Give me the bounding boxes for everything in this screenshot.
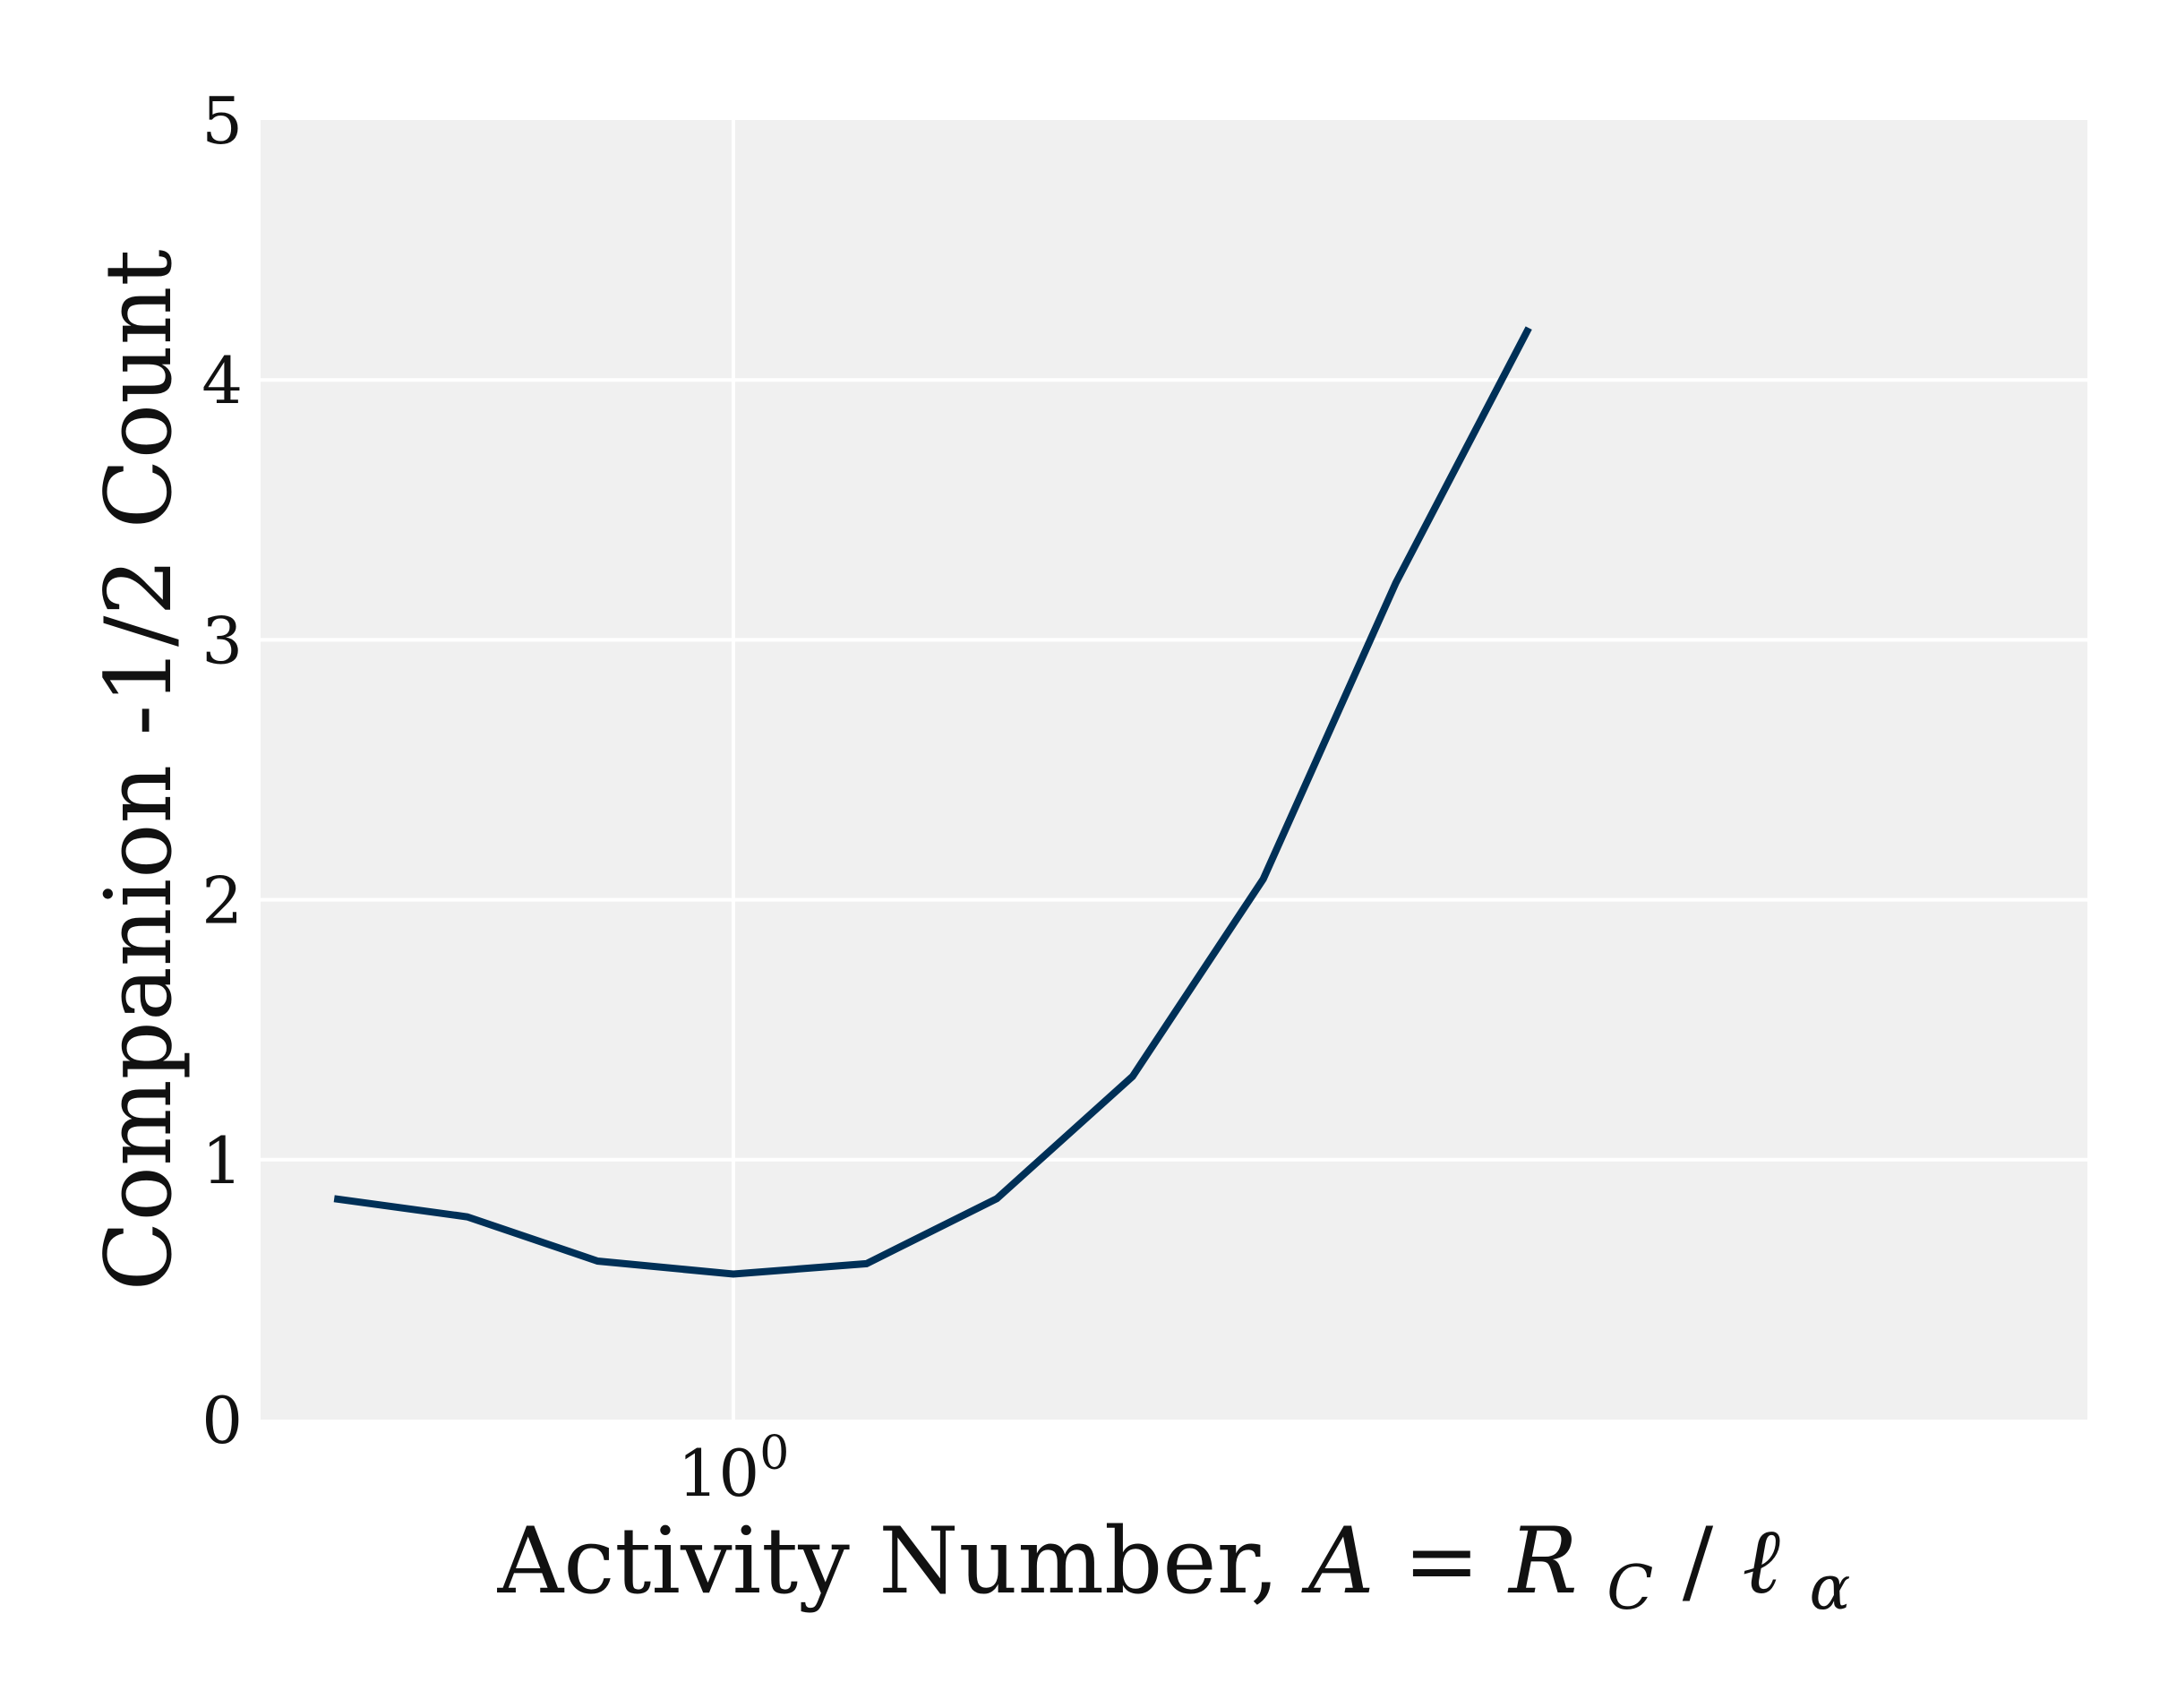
y-tick-label: 5 (201, 83, 243, 159)
plot-area (261, 120, 2087, 1420)
x-axis-label-ell: ℓ (1743, 1508, 1780, 1615)
series-layer (333, 326, 1532, 1278)
y-tick-label: 1 (201, 1123, 243, 1198)
grid-lines (261, 120, 2087, 1420)
x-axis-label-slash: / (1683, 1508, 1714, 1615)
y-tick-label: 4 (201, 343, 243, 418)
x-tick-label: 100 (678, 1427, 790, 1511)
x-axis-label-prefix: Activity Number, (497, 1508, 1308, 1615)
x-axis-label-ell-sub: α (1809, 1553, 1850, 1624)
series-line (333, 326, 1532, 1278)
x-axis-label-lhs: A (1301, 1508, 1375, 1615)
y-axis-label: Companion -1/2 Count (86, 250, 193, 1292)
x-axis-label-rhs-sub: C (1607, 1553, 1653, 1624)
y-tick-labels: 0 1 2 3 4 5 (201, 83, 243, 1458)
x-axis-label: Activity Number, A = R C / ℓ α (497, 1508, 1851, 1631)
x-axis-label-rhs: R (1507, 1508, 1578, 1615)
x-tick-base: 10 (678, 1436, 760, 1511)
y-tick-label: 0 (201, 1383, 243, 1458)
y-tick-label: 2 (201, 863, 243, 939)
x-tick-exponent: 0 (759, 1427, 789, 1481)
x-tick-labels: 100 (678, 1427, 790, 1511)
x-axis-label-equals: = (1403, 1508, 1509, 1615)
y-tick-label: 3 (201, 603, 243, 678)
